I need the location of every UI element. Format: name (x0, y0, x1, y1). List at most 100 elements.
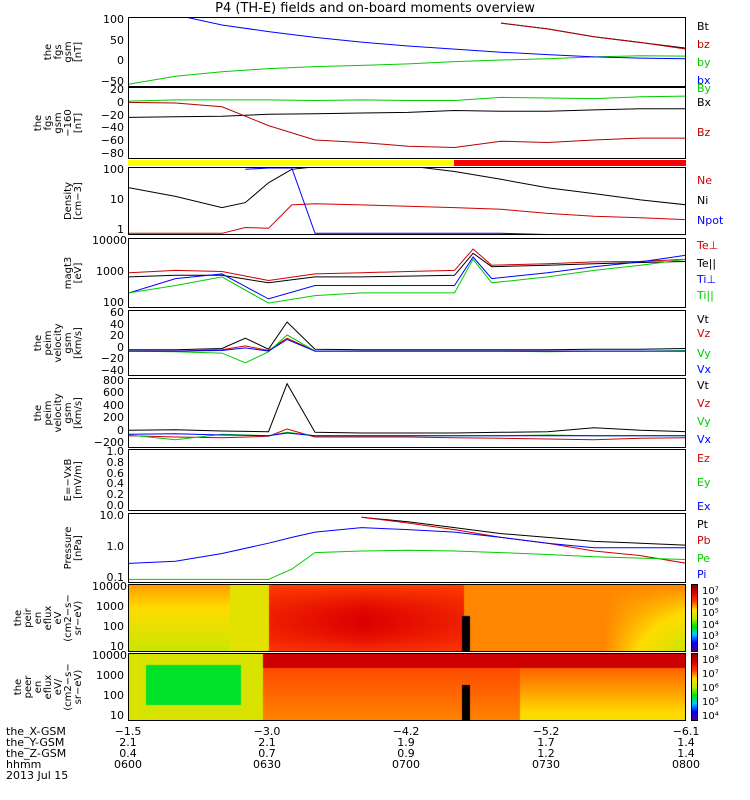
legend-entry: Pb (697, 534, 711, 547)
y-axis-label-line: [km/s] (73, 397, 84, 429)
colorbar-tick-label: 10⁴ (702, 711, 719, 722)
y-tick-label: 600 (103, 386, 124, 400)
legend-entry: Ex (697, 500, 711, 513)
legend-entry: bz (697, 38, 710, 51)
colorbar-tick-label: 10⁴ (702, 619, 719, 631)
legend-entry: Pi (697, 568, 707, 581)
footer-value: −5.2 (532, 725, 560, 738)
legend-entry: Vz (697, 397, 711, 410)
footer-value: 0800 (672, 758, 700, 771)
y-axis-label: the peim velocity gsm [km/s] (33, 378, 84, 448)
series-line-bz (500, 22, 685, 50)
y-tick-label: 100 (103, 689, 124, 702)
series-line-Vt (129, 382, 685, 434)
footer-value: 1.4 (677, 747, 695, 760)
legend-entry: by (697, 56, 711, 69)
plot-area (129, 516, 685, 580)
y-axis-label: the peir en eflux eV (cm2−s− sr−eV) (13, 584, 84, 652)
y-tick-label: 0 (117, 95, 124, 109)
panel-temperature (128, 238, 686, 308)
legend-entry: Te|| (697, 257, 717, 270)
colorbar (691, 584, 698, 652)
footer-row-label: the_Z-GSM (6, 747, 67, 760)
y-tick-label: 0 (117, 423, 124, 437)
series-line-Ti⊥ (129, 254, 685, 300)
y-tick-label: 0.1 (106, 571, 125, 584)
legend-entry: Bt (697, 20, 709, 33)
footer-row-label: the_X-GSM (6, 725, 66, 738)
y-axis-label-line: [nT] (73, 41, 84, 63)
footer-value: 0600 (114, 758, 142, 771)
plot-area (129, 321, 685, 364)
series-line-Pt (361, 516, 685, 546)
panel-velocity_peer (128, 378, 686, 448)
legend-entry: By (697, 82, 712, 95)
colorbar-tick-label: 10³ (702, 630, 719, 642)
series-line-Te⊥ (129, 248, 685, 282)
series-line-Ne (129, 203, 685, 234)
colorbar-tick-label: 10² (702, 642, 719, 653)
legend-entry: Ez (697, 452, 710, 465)
footer-value: 2.1 (119, 736, 137, 749)
legend-entry: Vy (697, 415, 711, 428)
footer-value: 0730 (532, 758, 560, 771)
series-line-bx (187, 18, 685, 60)
y-tick-label: 800 (103, 374, 124, 387)
y-axis-label: E=−VxB [mV/m] (63, 449, 84, 511)
y-tick-label: 100 (103, 13, 124, 26)
colorbar-tick-label: 10⁷ (702, 586, 719, 597)
y-tick-label: 10 (110, 709, 124, 722)
legend-entry: Te⊥ (697, 239, 719, 252)
y-axis-label: the peer en eflux eV/(cm2−s− sr−eV) (13, 653, 84, 721)
colorbar (691, 653, 698, 721)
panel-ion_spectrogram (128, 584, 686, 652)
legend-entry: Ne (697, 174, 712, 187)
plot-area (129, 168, 685, 234)
footer-row-label: the_Y-GSM (6, 736, 65, 749)
series-line-Vx (129, 338, 685, 352)
y-tick-label: 0.0 (106, 499, 125, 512)
legend-entry: Vy (697, 347, 711, 360)
y-tick-label: −80 (100, 147, 124, 160)
mode-bar-slow (128, 160, 455, 166)
series-line-Vx (129, 432, 685, 437)
colorbar-tick-label: 10⁵ (702, 697, 719, 708)
legend-entry: Vt (697, 313, 709, 326)
footer-value: −6.1 (672, 725, 700, 738)
y-tick-label: 0 (117, 340, 124, 354)
y-tick-label: 200 (103, 411, 124, 425)
panel-efield (128, 449, 686, 511)
y-tick-label: 10 (110, 193, 124, 206)
y-tick-label: −20 (100, 352, 124, 366)
footer-value: 0630 (253, 758, 281, 771)
y-tick-label: −20 (100, 108, 124, 122)
y-tick-label: −60 (100, 134, 124, 148)
y-tick-label: 10.0 (99, 509, 125, 522)
y-axis-label-line: [cm−3] (73, 182, 84, 220)
colorbar-tick-label: 10⁷ (702, 669, 719, 680)
legend-entry: bx (697, 74, 711, 87)
legend-entry: Vx (697, 363, 712, 376)
plot-area (129, 450, 686, 511)
footer-value: 0700 (392, 758, 420, 771)
y-axis-label-line: [mV/m] (73, 461, 84, 499)
series-line-Ni (129, 168, 685, 209)
series-line-Te|| (129, 252, 685, 284)
y-axis-label-line: sr−eV) (73, 600, 84, 636)
footer-value: 1.7 (537, 736, 555, 749)
legend-entry: Bz (697, 126, 711, 139)
y-axis-label: Density [cm−3] (63, 167, 84, 235)
y-tick-label: 20 (110, 83, 124, 96)
panel-electron_spectrogram (128, 653, 686, 721)
panel-fgs_gsm (128, 17, 686, 87)
y-tick-label: 400 (103, 398, 124, 412)
panel-fgs_gse (128, 87, 686, 159)
panel-pressure (128, 513, 686, 583)
footer-value: 1.2 (537, 747, 555, 760)
y-tick-label: 50 (110, 33, 124, 47)
chart-title: P4 (TH-E) fields and on-board moments ov… (215, 1, 535, 16)
panel-density (128, 167, 686, 235)
series-line-Vt (129, 321, 685, 351)
y-axis-label-line: sr−eV) (73, 669, 84, 705)
y-axis-label: the fgs gsm −160 [nT] (33, 87, 84, 159)
